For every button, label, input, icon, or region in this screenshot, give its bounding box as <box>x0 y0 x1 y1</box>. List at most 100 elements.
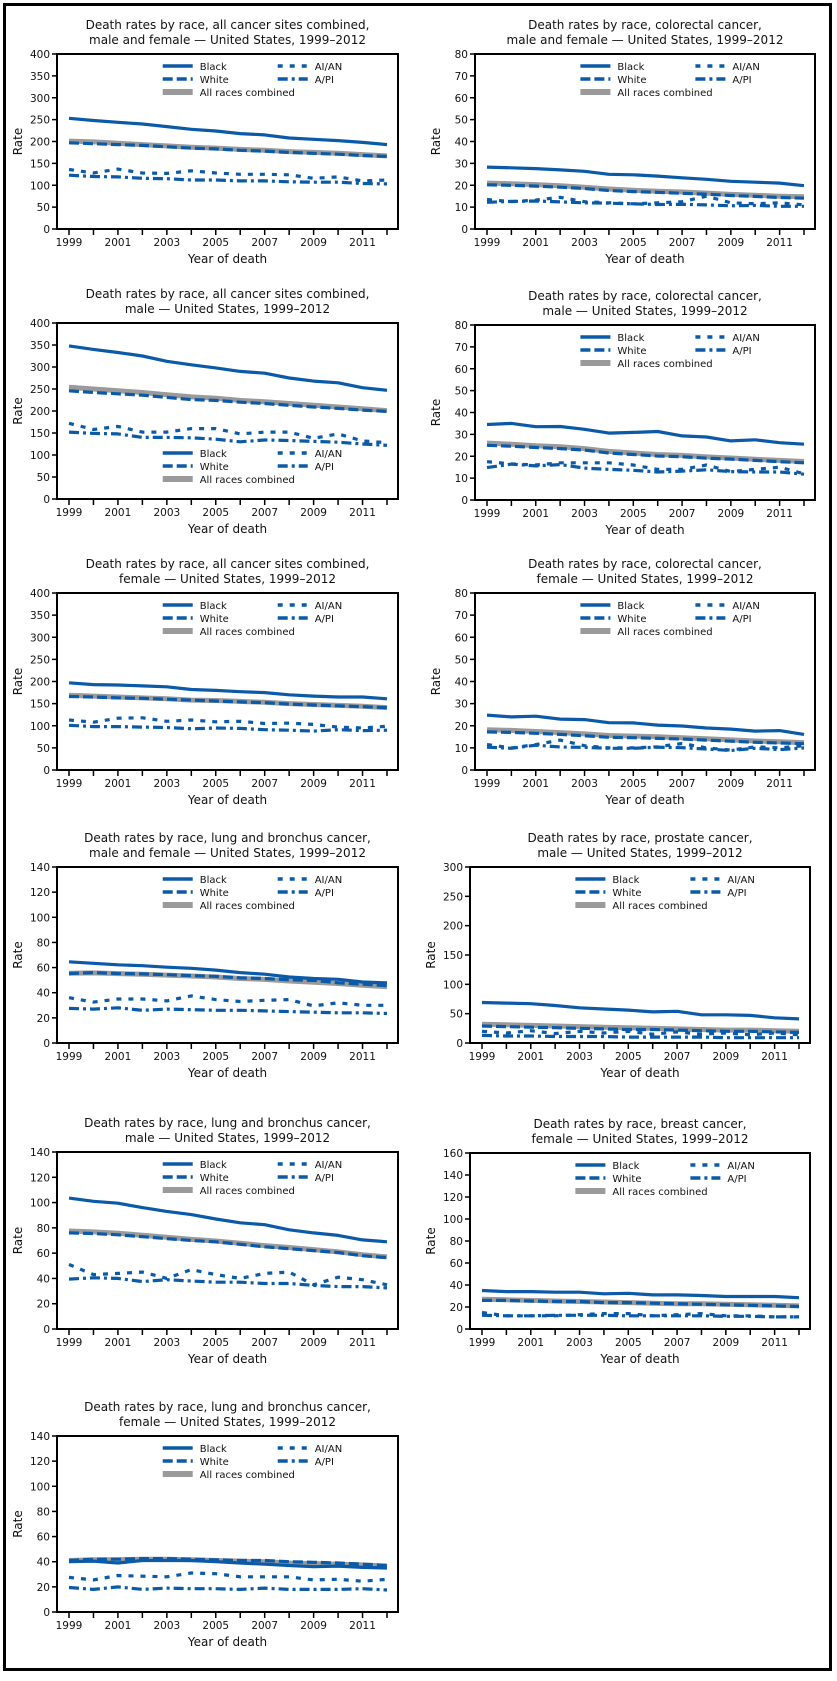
y-tick-label: 60 <box>455 632 468 644</box>
x-tick-label: 2001 <box>517 1337 544 1349</box>
chart-title-line: Death rates by race, all cancer sites co… <box>86 18 370 32</box>
x-tick-label: 1999 <box>56 507 83 519</box>
series-line-a-pi <box>68 1585 388 1592</box>
x-axis-label: Year of death <box>187 1635 267 1649</box>
series-line-black <box>486 421 805 446</box>
y-tick-label: 0 <box>461 224 468 236</box>
x-tick-label: 2009 <box>300 237 327 249</box>
legend-label-api: A/PI <box>732 614 751 625</box>
series-line-black <box>68 1196 388 1244</box>
y-tick-label: 0 <box>43 765 50 777</box>
chart-legend: Black AI/AN White A/PI All races combined <box>580 601 760 638</box>
chart-legend: Black AI/AN White A/PI All races combined <box>575 1161 755 1198</box>
legend-label-black: Black <box>200 449 227 460</box>
legend-label-white: White <box>617 346 646 357</box>
y-tick-label: 100 <box>30 721 50 733</box>
x-tick-label: 1999 <box>474 237 501 249</box>
series-line-white <box>486 183 805 200</box>
x-tick-label: 1999 <box>56 1051 83 1063</box>
chart-panel-11: Death rates by race, lung and bronchus c… <box>11 1400 399 1649</box>
chart-title-line: female — United States, 1999–2012 <box>119 1415 336 1429</box>
y-tick-label: 70 <box>455 71 468 83</box>
y-tick-label: 0 <box>461 765 468 777</box>
chart-panel-10: Death rates by race, breast cancer,femal… <box>424 1117 811 1366</box>
x-tick-label: 2001 <box>105 237 132 249</box>
x-tick-label: 2007 <box>251 1337 278 1349</box>
chart-panel-6: Death rates by race, colorectal cancer,f… <box>429 557 816 807</box>
x-axis-label: Year of death <box>187 522 267 536</box>
legend-label-aian: AI/AN <box>732 601 759 612</box>
y-tick-label: 60 <box>37 1248 50 1260</box>
y-tick-label: 150 <box>30 699 50 711</box>
y-tick-label: 0 <box>43 1324 50 1336</box>
legend-label-aian: AI/AN <box>315 1160 342 1171</box>
x-tick-label: 2003 <box>153 507 180 519</box>
chart-title-line: Death rates by race, colorectal cancer, <box>528 289 762 303</box>
legend-label-aian: AI/AN <box>727 875 754 886</box>
legend-label-white: White <box>617 614 646 625</box>
y-tick-label: 50 <box>455 654 468 666</box>
y-tick-label: 20 <box>450 1302 463 1314</box>
x-axis-label: Year of death <box>604 523 684 537</box>
series-line-a-pi <box>68 430 388 447</box>
x-tick-label: 2007 <box>664 1337 691 1349</box>
y-tick-label: 40 <box>37 988 50 1000</box>
y-tick-label: 0 <box>461 495 468 507</box>
x-tick-label: 2009 <box>717 508 744 520</box>
y-tick-label: 120 <box>30 1456 50 1468</box>
chart-panel-4: Death rates by race, colorectal cancer,m… <box>429 289 816 537</box>
series-line-black <box>486 713 805 736</box>
y-axis-label: Rate <box>11 1510 25 1538</box>
x-tick-label: 1999 <box>474 508 501 520</box>
legend-label-white: White <box>200 462 229 473</box>
plot-frame <box>56 1151 399 1330</box>
chart-title-line: male and female — United States, 1999–20… <box>507 33 784 47</box>
series-line-black <box>68 960 388 985</box>
series-line-white <box>482 1298 800 1309</box>
series-line-black <box>68 344 388 392</box>
series-line-ai-an <box>68 167 388 183</box>
chart-panel-3: Death rates by race, all cancer sites co… <box>11 287 399 536</box>
legend-label-all: All races combined <box>617 627 712 638</box>
y-tick-label: 80 <box>37 1506 50 1518</box>
x-tick-label: 2011 <box>766 778 793 790</box>
chart-title-line: male — United States, 1999–2012 <box>125 302 330 316</box>
chart-panel-1: Death rates by race, all cancer sites co… <box>11 18 399 266</box>
legend-label-white: White <box>200 614 229 625</box>
series-line-ai-an <box>68 421 388 445</box>
legend-label-api: A/PI <box>732 75 751 86</box>
legend-label-api: A/PI <box>727 888 746 899</box>
x-tick-label: 1999 <box>469 1051 496 1063</box>
x-tick-label: 2007 <box>251 507 278 519</box>
x-axis-label: Year of death <box>604 252 684 266</box>
y-tick-label: 80 <box>37 1223 50 1235</box>
series-line-ai-an <box>486 194 805 207</box>
series-line-ai-an <box>486 460 805 476</box>
chart-legend: Black AI/AN White A/PI All races combined <box>162 62 342 99</box>
y-tick-label: 140 <box>443 1170 463 1182</box>
chart-title-line: Death rates by race, breast cancer, <box>533 1117 746 1131</box>
x-tick-label: 1999 <box>474 778 501 790</box>
y-tick-label: 100 <box>30 450 50 462</box>
series-line-white <box>68 141 388 158</box>
y-tick-label: 250 <box>30 384 50 396</box>
series-line-white <box>486 443 805 465</box>
x-tick-label: 2011 <box>349 237 376 249</box>
y-tick-label: 200 <box>30 406 50 418</box>
y-tick-label: 150 <box>30 158 50 170</box>
y-tick-label: 80 <box>450 1236 463 1248</box>
series-line-black <box>68 681 388 701</box>
y-tick-label: 400 <box>30 588 50 600</box>
series-line-a-pi <box>68 173 388 186</box>
y-tick-label: 80 <box>37 937 50 949</box>
chart-panel-5: Death rates by race, all cancer sites co… <box>11 557 399 807</box>
y-axis-label: Rate <box>429 668 443 696</box>
x-tick-label: 2001 <box>105 1337 132 1349</box>
series-line-black <box>486 165 805 188</box>
x-tick-label: 1999 <box>56 1337 83 1349</box>
plot-frame <box>56 1435 399 1613</box>
y-tick-label: 140 <box>30 1431 50 1443</box>
legend-label-white: White <box>200 75 229 86</box>
y-tick-label: 100 <box>30 1481 50 1493</box>
